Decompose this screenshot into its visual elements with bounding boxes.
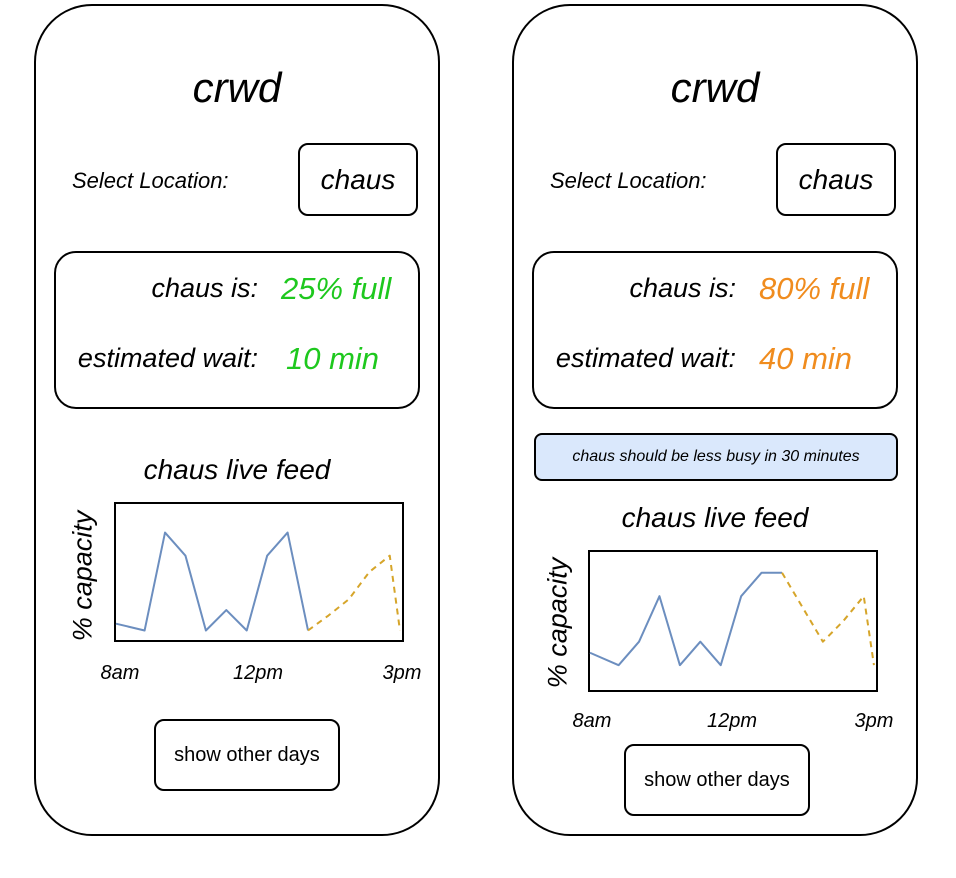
feed-title: chaus live feed [621,502,809,533]
live-series-line [589,571,783,667]
phone-screen-2: crwd Select Location: chaus chaus is: 80… [512,4,918,836]
x-tick-label: 3pm [382,662,422,684]
forecast-series-line [307,554,401,632]
status-card: chaus is: 80% full estimated wait: 40 mi… [532,251,898,409]
status-value: 80% full [759,271,870,306]
x-tick-label: 12pm [232,662,284,684]
y-axis-title: % capacity [67,510,98,642]
plot-frame [114,502,404,642]
status-card: chaus is: 25% full estimated wait: 10 mi… [54,251,420,409]
feed-title: chaus live feed [143,454,331,485]
location-select[interactable]: chaus [776,143,896,216]
live-feed-chart [114,502,404,642]
wait-value: 40 min [759,341,853,376]
wait-value: 10 min [286,341,380,376]
plot-frame [588,550,878,692]
live-feed-chart [588,550,878,692]
wait-label: estimated wait: [555,343,736,373]
x-tick-label: 3pm [854,710,894,732]
wait-label: estimated wait: [77,343,258,373]
status-label: chaus is: [151,273,258,303]
x-tick-label: 12pm [706,710,758,732]
select-location-label: Select Location: [550,168,707,193]
status-label: chaus is: [629,273,736,303]
x-tick-label: 8am [572,710,612,732]
app-title: crwd [670,64,760,111]
busy-forecast-banner: chaus should be less busy in 30 minutes [534,433,898,481]
show-other-days-button[interactable]: show other days [154,719,340,791]
live-series-line [115,531,310,632]
phone-screen-1: crwd Select Location: chaus chaus is: 25… [34,4,440,836]
y-axis-title: % capacity [542,557,573,689]
forecast-series-line [781,572,875,666]
show-other-days-button[interactable]: show other days [624,744,810,816]
status-value: 25% full [281,271,392,306]
location-select[interactable]: chaus [298,143,418,216]
x-tick-label: 8am [100,662,140,684]
app-title: crwd [192,64,282,111]
select-location-label: Select Location: [72,168,229,193]
